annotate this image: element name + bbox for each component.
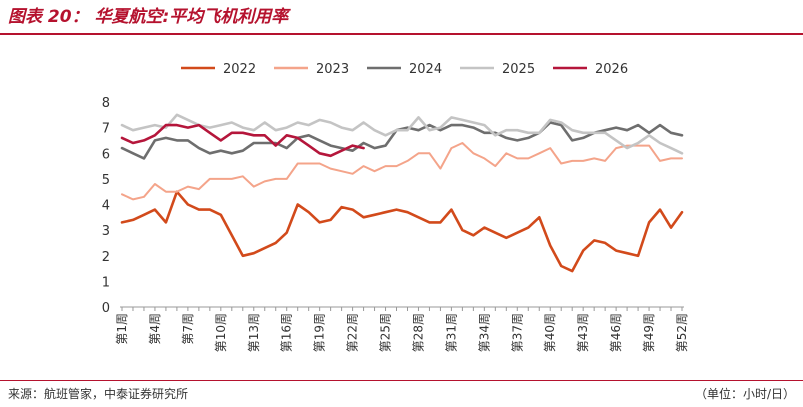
unit-note: （单位：小时/日） bbox=[694, 387, 795, 401]
y-tick-label: 0 bbox=[102, 301, 110, 316]
x-tick-label: 第25周 bbox=[379, 313, 393, 352]
title-underline bbox=[0, 33, 803, 35]
legend-label-2024: 2024 bbox=[409, 62, 442, 77]
y-tick-label: 6 bbox=[102, 147, 110, 162]
y-tick-label: 1 bbox=[102, 275, 110, 290]
x-tick-label: 第7周 bbox=[181, 313, 195, 345]
series-line-2023 bbox=[121, 142, 683, 201]
chart-title: 图表 20： 华夏航空:平均飞机利用率 bbox=[8, 7, 289, 27]
x-tick-label: 第52周 bbox=[675, 313, 689, 352]
x-tick-label: 第16周 bbox=[280, 313, 294, 352]
x-tick-label: 第10周 bbox=[214, 313, 228, 352]
legend-label-2025: 2025 bbox=[502, 62, 535, 77]
x-tick-label: 第13周 bbox=[247, 313, 261, 352]
x-tick-label: 第49周 bbox=[642, 313, 656, 352]
x-tick-label: 第4周 bbox=[148, 313, 162, 345]
y-tick-label: 5 bbox=[102, 173, 110, 188]
y-tick-label: 4 bbox=[102, 199, 110, 214]
y-tick-label: 8 bbox=[102, 96, 110, 111]
y-tick-label: 3 bbox=[102, 224, 110, 239]
x-tick-label: 第19周 bbox=[313, 313, 327, 352]
x-tick-label: 第43周 bbox=[576, 313, 590, 352]
series-line-2026 bbox=[120, 123, 365, 158]
x-tick-label: 第28周 bbox=[411, 313, 425, 352]
y-tick-label: 7 bbox=[102, 122, 110, 137]
x-tick-label: 第22周 bbox=[346, 313, 360, 352]
footer-divider bbox=[0, 380, 803, 381]
series-line-2025 bbox=[120, 113, 684, 155]
source-note: 来源：航班管家，中泰证券研究所 bbox=[8, 387, 189, 401]
x-tick-label: 第46周 bbox=[609, 313, 623, 352]
line-chart: 0 1 2 3 4 5 6 7 8 第1周 第4周 第7周 第10周 第13周 第16周 第19周 第22周 第2… bbox=[102, 62, 689, 352]
legend-label-2023: 2023 bbox=[316, 62, 349, 77]
x-tick-label: 第34周 bbox=[477, 313, 491, 352]
x-tick-label: 第40周 bbox=[543, 313, 557, 352]
legend-label-2022: 2022 bbox=[223, 62, 256, 77]
x-tick-label: 第31周 bbox=[444, 313, 458, 352]
x-tick-label: 第1周 bbox=[115, 313, 129, 345]
y-tick-label: 2 bbox=[102, 250, 110, 265]
legend-label-2026: 2026 bbox=[595, 62, 628, 77]
x-tick-label: 第37周 bbox=[510, 313, 524, 352]
series-line-2022 bbox=[120, 190, 684, 273]
